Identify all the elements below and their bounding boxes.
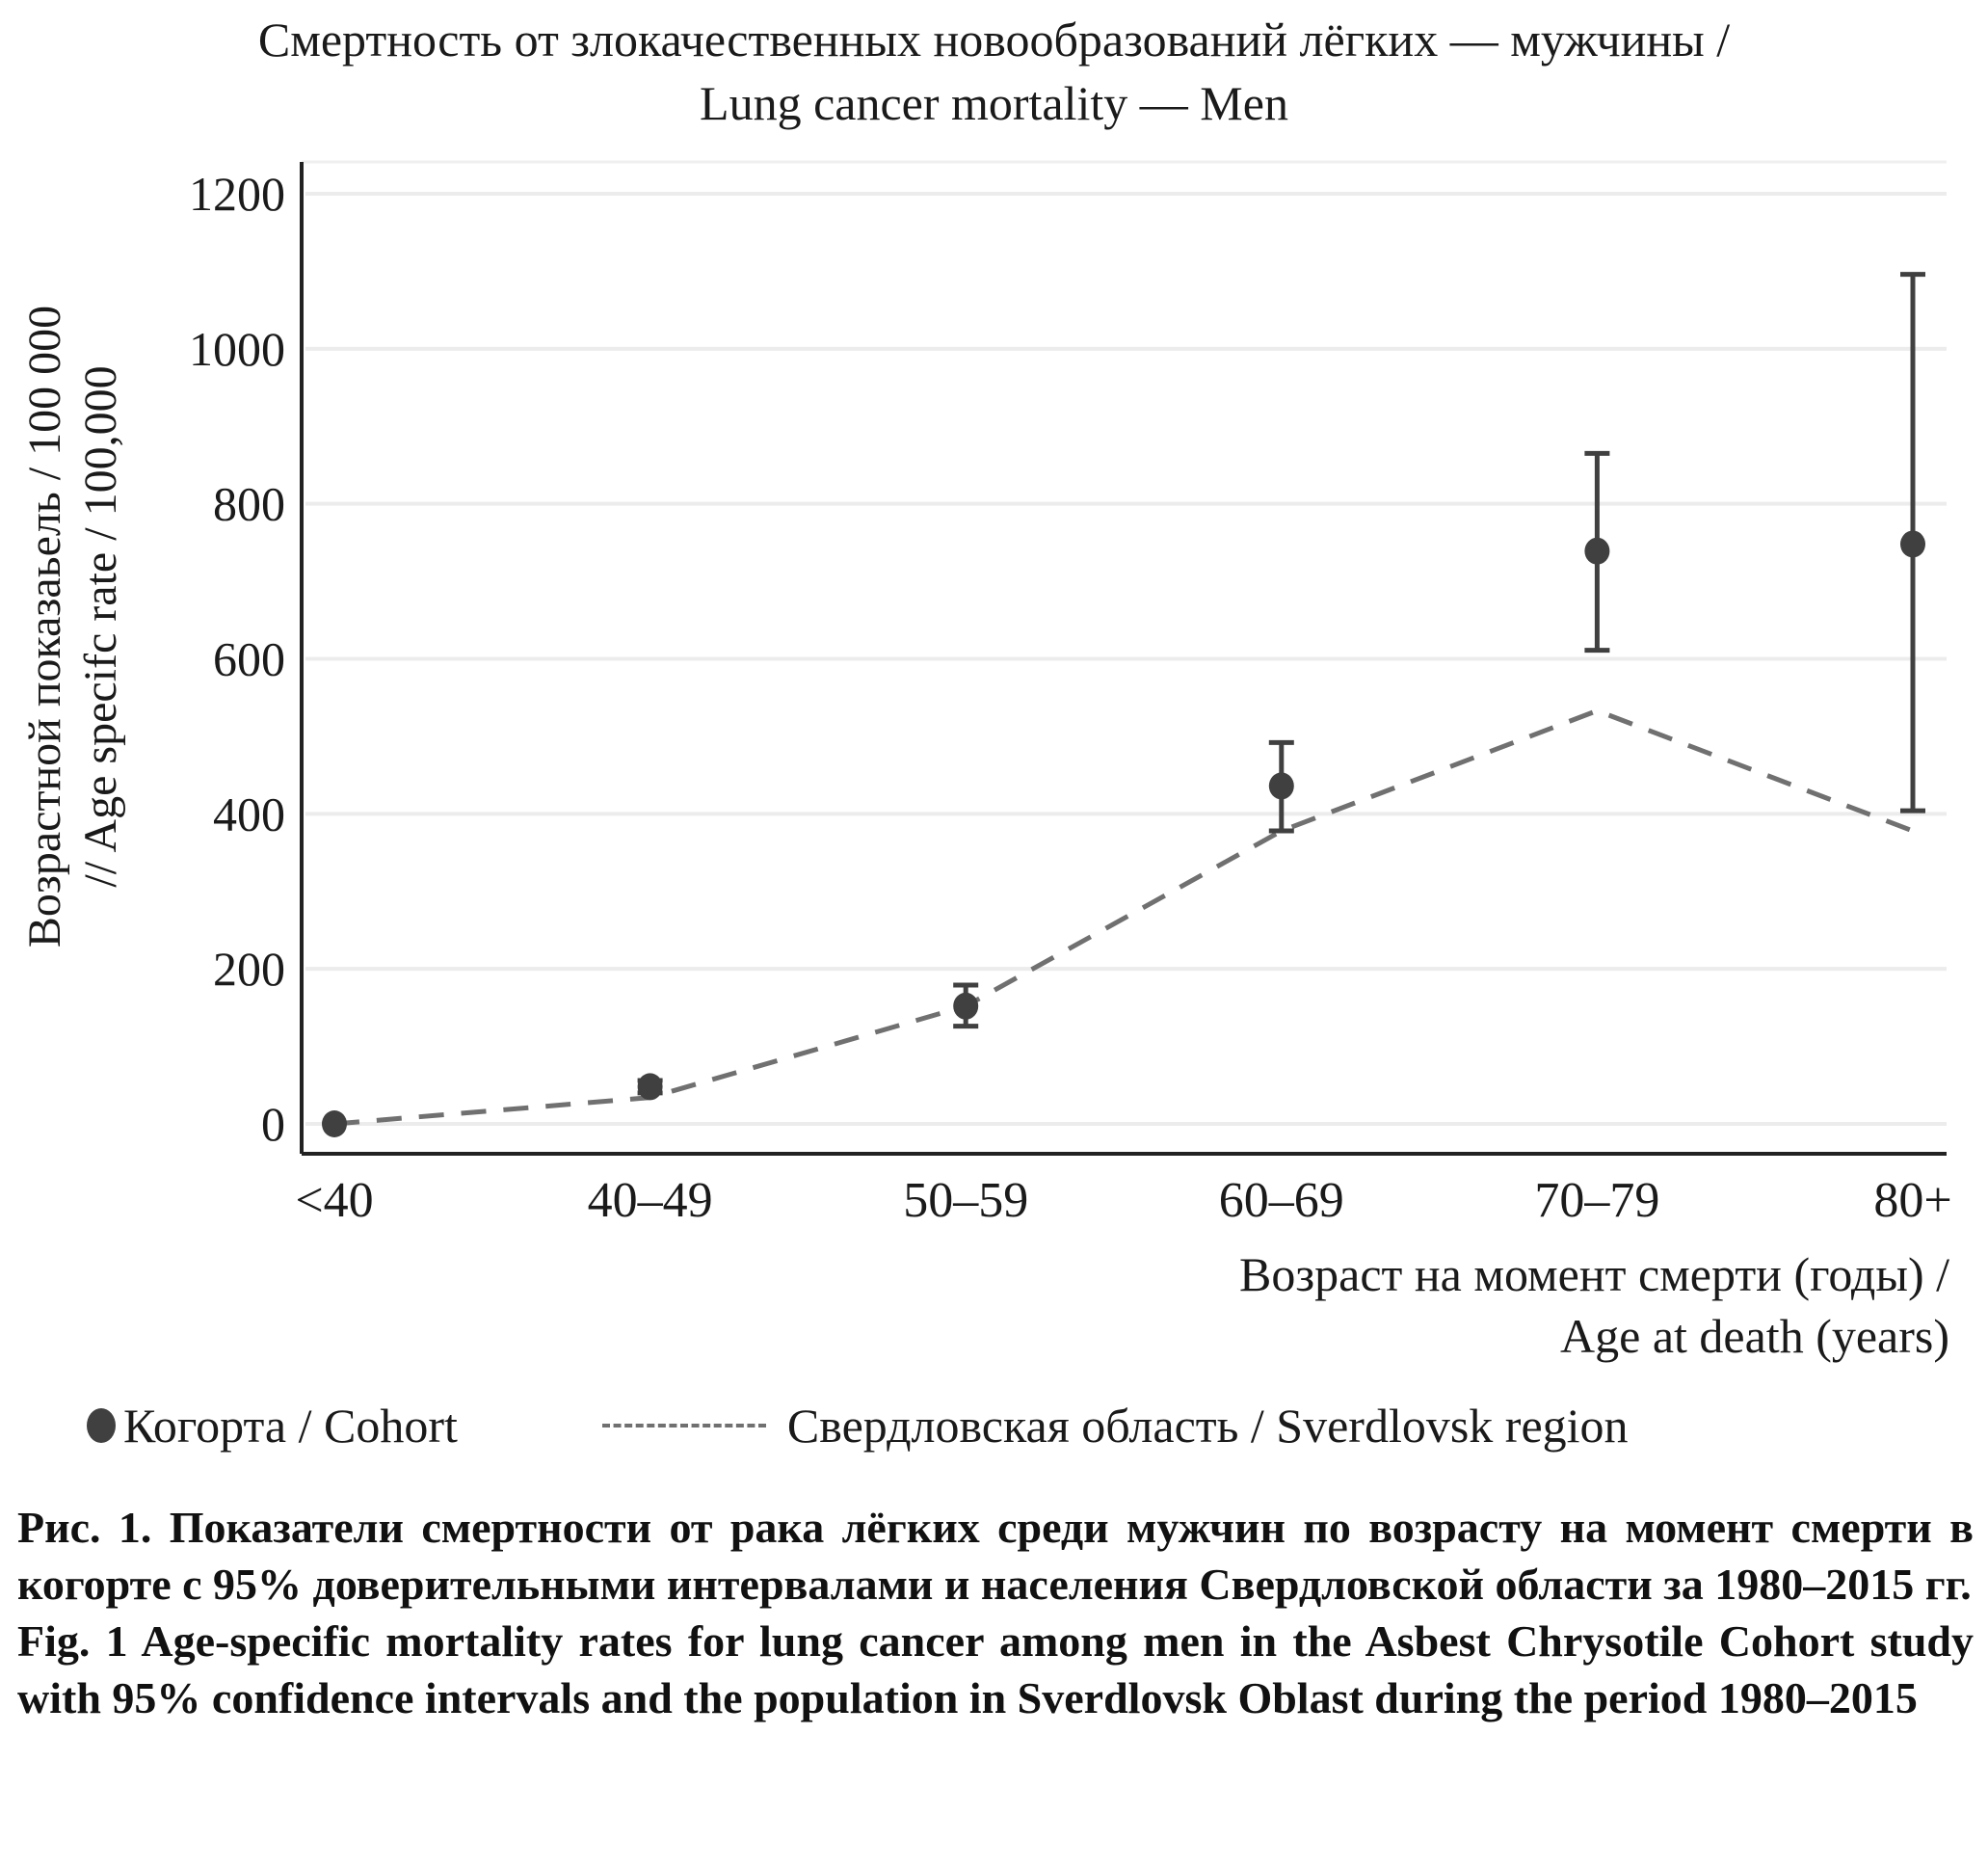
x-tick-label: 60–69 xyxy=(1219,1173,1344,1228)
x-axis-label-line-2: Age at death (years) xyxy=(1560,1309,1949,1363)
region-dashed-line xyxy=(333,707,1914,1127)
legend: Когорта / Cohort Свердловская область / … xyxy=(87,1398,1629,1454)
legend-dot-icon xyxy=(87,1408,116,1443)
cohort-point xyxy=(637,1073,663,1101)
cohort-point xyxy=(953,992,979,1020)
cohort-point xyxy=(1584,537,1610,565)
cohort-point xyxy=(322,1110,347,1137)
caption-en: Fig. 1 Age-specific mortality rates for … xyxy=(17,1616,1974,1722)
y-tick-label: 0 xyxy=(261,1097,285,1151)
y-axis-label: Возрастной показаьель / 100 000 // Age s… xyxy=(17,193,129,1060)
y-tick-label: 1000 xyxy=(189,322,285,376)
legend-label-region: Свердловская область / Sverdlovsk region xyxy=(786,1399,1629,1453)
chart-svg: 0 200 400 600 800 1000 1200 <40 40–49 50–59 60–69 7… xyxy=(189,160,1952,1228)
chart-title: Смертность от злокачественных новообразо… xyxy=(0,8,1988,135)
figure-caption: Рис. 1. Показатели смертности от рака лё… xyxy=(17,1499,1974,1726)
x-tick-label: 70–79 xyxy=(1534,1173,1659,1228)
legend-dashed-line-icon xyxy=(601,1424,766,1428)
chart-title-line-1: Смертность от злокачественных новообразо… xyxy=(257,13,1731,67)
y-tick-label: 1200 xyxy=(189,167,285,221)
y-tick-label: 600 xyxy=(213,632,285,686)
legend-item-cohort: Когорта / Cohort xyxy=(87,1398,458,1454)
legend-item-region: Свердловская область / Sverdlovsk region xyxy=(458,1398,1629,1454)
y-tick-label: 200 xyxy=(213,942,285,996)
cohort-point xyxy=(1900,530,1925,558)
legend-label-cohort: Когорта / Cohort xyxy=(123,1399,458,1453)
x-axis-label: Возраст на момент смерти (годы) / Age at… xyxy=(1239,1243,1949,1367)
caption-ru: Рис. 1. Показатели смертности от рака лё… xyxy=(17,1503,1974,1609)
x-tick-label: 40–49 xyxy=(588,1173,713,1228)
y-tick-label: 800 xyxy=(213,477,285,531)
cohort-point xyxy=(1268,772,1294,800)
y-axis-label-line-1: Возрастной показаьель / 100 000 xyxy=(19,305,70,948)
y-axis-label-line-2: // Age specifc rate / 100,000 xyxy=(75,365,126,888)
x-tick-label: <40 xyxy=(295,1173,373,1228)
y-tick-label: 400 xyxy=(213,787,285,841)
x-tick-label: 80+ xyxy=(1873,1173,1951,1228)
x-axis-label-line-1: Возраст на момент смерти (годы) / xyxy=(1239,1247,1949,1301)
x-tick-label: 50–59 xyxy=(903,1173,1028,1228)
chart-title-line-2: Lung cancer mortality — Men xyxy=(700,76,1288,130)
